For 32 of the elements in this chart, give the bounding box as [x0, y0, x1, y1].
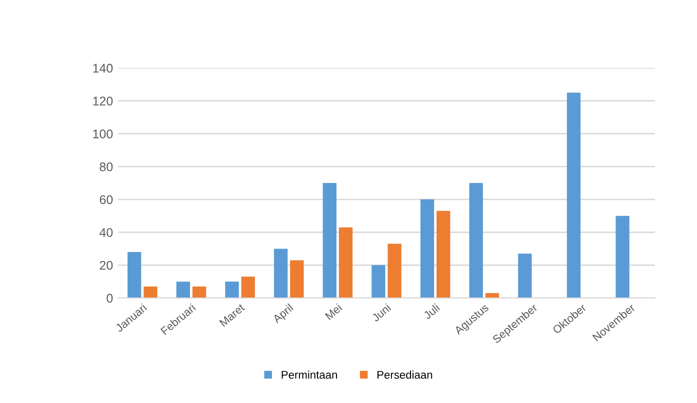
y-tick-label: 60 — [100, 195, 113, 204]
bar — [274, 248, 288, 298]
x-tick-label: Mei — [324, 303, 342, 320]
x-tick-label: Juni — [371, 303, 392, 322]
bar — [192, 286, 206, 298]
bar — [372, 265, 386, 298]
bar — [485, 293, 500, 298]
bar — [290, 260, 304, 298]
y-tick-label: 80 — [100, 162, 113, 172]
bar — [616, 216, 630, 298]
y-tick-label: 40 — [100, 228, 113, 237]
x-tick-label: Juli — [422, 303, 440, 320]
legend-label: Persediaan — [377, 370, 432, 379]
bar — [566, 92, 581, 298]
legend-label: Permintaan — [282, 370, 337, 379]
bar — [128, 252, 142, 298]
bar — [225, 282, 239, 298]
bar — [518, 254, 532, 298]
y-tick-label: 20 — [100, 260, 113, 270]
bar — [420, 199, 434, 298]
y-tick-label: 140 — [93, 64, 113, 73]
bar — [241, 276, 255, 298]
bar — [322, 183, 336, 298]
y-tick-label: 100 — [93, 130, 113, 138]
bar — [436, 210, 450, 298]
bar — [338, 227, 353, 298]
bar — [388, 244, 402, 298]
bar — [144, 286, 158, 298]
bar — [469, 183, 483, 298]
bar — [176, 282, 190, 298]
y-tick-label: 120 — [93, 96, 113, 106]
y-tick-label: 0 — [106, 294, 113, 303]
